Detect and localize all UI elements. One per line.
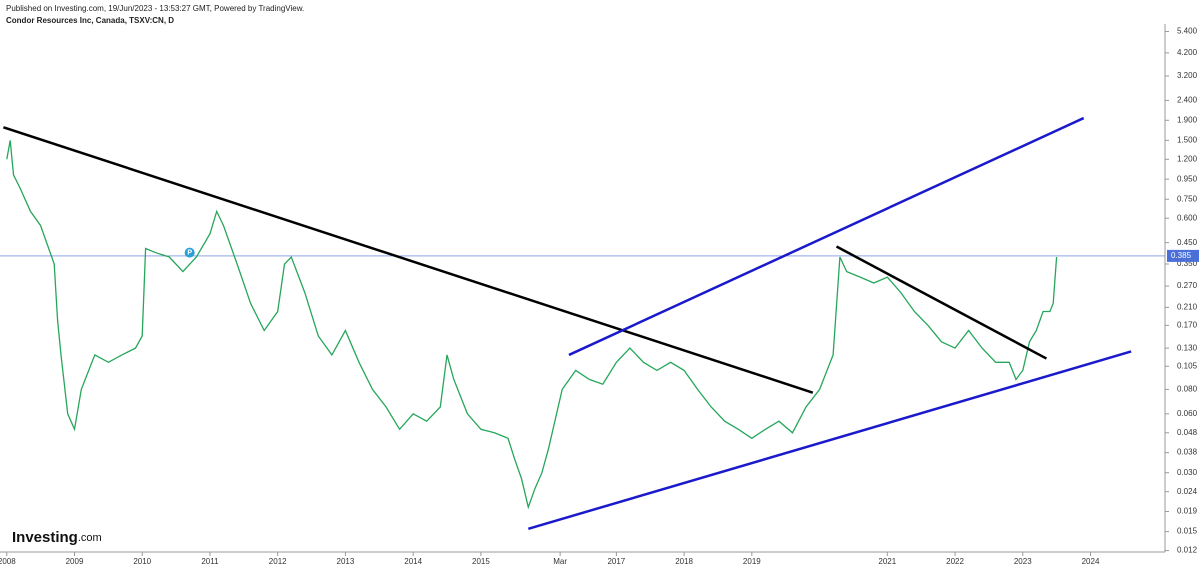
instrument-title: Condor Resources Inc, Canada, TSXV:CN, D xyxy=(6,16,174,25)
y-tick-label: 0.080 xyxy=(1177,385,1198,394)
x-tick-label: 2009 xyxy=(66,557,84,566)
trendline xyxy=(835,245,1048,360)
y-tick-label: 4.200 xyxy=(1177,48,1198,57)
y-tick-label: 0.950 xyxy=(1177,174,1198,183)
trendline xyxy=(527,350,1132,531)
y-tick-label: 0.019 xyxy=(1177,507,1198,516)
x-tick-label: 2023 xyxy=(1014,557,1032,566)
price-line xyxy=(6,140,1058,510)
y-tick-label: 0.030 xyxy=(1177,468,1198,477)
x-tick-label: 2014 xyxy=(404,557,422,566)
y-tick-label: 5.400 xyxy=(1177,27,1198,36)
x-tick-label: 2013 xyxy=(337,557,355,566)
trendline xyxy=(2,126,814,394)
y-tick-label: 1.200 xyxy=(1177,154,1198,163)
y-tick-label: 0.270 xyxy=(1177,281,1198,290)
event-marker xyxy=(184,247,195,258)
y-tick-label: 0.750 xyxy=(1177,194,1198,203)
logo-brand: Investing xyxy=(12,529,78,546)
x-tick-label: 2024 xyxy=(1082,557,1100,566)
y-tick-label: 1.500 xyxy=(1177,135,1198,144)
last-price-box xyxy=(1167,249,1199,262)
x-tick-label: 2010 xyxy=(133,557,151,566)
published-note: Published on Investing.com, 19/Jun/2023 … xyxy=(6,4,304,13)
logo-suffix: .com xyxy=(78,532,102,544)
x-tick-label: 2012 xyxy=(269,557,287,566)
x-tick-label: 2008 xyxy=(0,557,16,566)
trendline xyxy=(568,116,1085,357)
x-tick-label: 2021 xyxy=(878,557,896,566)
x-tick-label: 2015 xyxy=(472,557,490,566)
y-tick-label: 0.048 xyxy=(1177,428,1198,437)
x-tick-label: Mar xyxy=(553,557,567,566)
y-tick-label: 0.170 xyxy=(1177,320,1198,329)
logo: Investing.com xyxy=(12,529,102,546)
y-tick-label: 0.038 xyxy=(1177,448,1198,457)
y-tick-label: 0.024 xyxy=(1177,487,1198,496)
y-tick-label: 0.012 xyxy=(1177,546,1198,555)
x-tick-label: 2017 xyxy=(607,557,625,566)
y-tick-label: 0.450 xyxy=(1177,238,1198,247)
y-tick-label: 0.600 xyxy=(1177,213,1198,222)
y-tick-label: 3.200 xyxy=(1177,71,1198,80)
y-tick-label: 2.400 xyxy=(1177,96,1198,105)
event-marker-label: P xyxy=(187,249,192,256)
last-price-label: 0.385 xyxy=(1171,251,1192,260)
x-tick-label: 2018 xyxy=(675,557,693,566)
y-tick-label: 0.105 xyxy=(1177,361,1198,370)
x-tick-label: 2019 xyxy=(743,557,761,566)
y-tick-label: 0.015 xyxy=(1177,527,1198,536)
x-tick-label: 2011 xyxy=(201,557,219,566)
y-tick-label: 0.130 xyxy=(1177,343,1198,352)
x-tick-label: 2022 xyxy=(946,557,964,566)
y-tick-label: 0.060 xyxy=(1177,409,1198,418)
y-tick-label: 0.350 xyxy=(1177,259,1198,268)
y-tick-label: 0.210 xyxy=(1177,303,1198,312)
y-tick-label: 1.900 xyxy=(1177,115,1198,124)
